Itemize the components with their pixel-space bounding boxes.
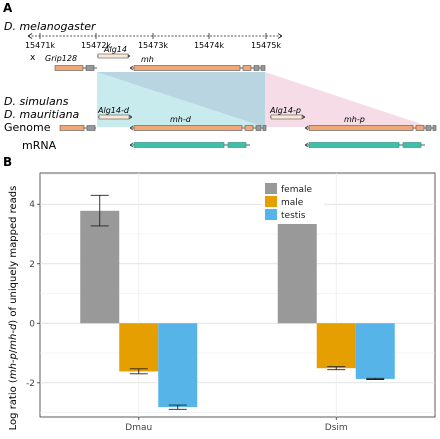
bars: [80, 199, 395, 408]
ylabel-part-1: Log ratio (: [8, 379, 19, 430]
panel-b-label: B: [3, 155, 12, 169]
ruler-label-4: 15474k: [194, 41, 224, 50]
mh-p-exon-3: [425, 125, 432, 131]
left-flank-exon-2: [86, 125, 96, 131]
x-ticks: Dmau Dsim: [125, 417, 348, 433]
mh-p-exon-1: [308, 125, 414, 131]
gene-label-grip128: Grip128: [45, 54, 77, 63]
legend: female male testis: [262, 180, 324, 224]
species-melanogaster: D. melanogaster: [4, 20, 97, 33]
gene-label-alg14-p: Alg14-p: [269, 106, 301, 115]
ylabel-part-2: mh-p: [8, 353, 19, 379]
gene-label-mh-d: mh-d: [170, 115, 192, 124]
gene-label-mh-p: mh-p: [344, 115, 365, 124]
mrna-track: mRNA: [22, 139, 425, 152]
y-tick-label: 4: [29, 200, 35, 210]
ruler-arrow-left: [27, 33, 33, 39]
y-tick-label: 0: [29, 319, 35, 329]
mh-d-exon-3: [255, 125, 262, 131]
mh-exon-4: [260, 65, 266, 71]
bar-male-dsim: [316, 323, 356, 369]
ruler-label-5: 15475k: [251, 41, 281, 50]
panel-b: B Log ratio (mh-p/mh-d) of uniquely mapp…: [3, 155, 436, 433]
panel-a: A D. melanogaster 15471k 15472k 15473k 1…: [3, 1, 437, 152]
y-tick-label: 2: [29, 260, 35, 270]
mh-d-arrow: [129, 125, 134, 131]
y-ticks: 4 2 0 -2: [26, 200, 40, 389]
scale-ruler: 15471k 15472k 15473k 15474k 15475k: [25, 33, 283, 50]
synteny-shade-pink: [265, 72, 430, 127]
genome-track: Genome Alg14-d mh-d Alg14-p mh-p: [4, 106, 437, 134]
grip128-exon-2: [85, 65, 95, 71]
ylabel-part-5: ) of uniquely mapped reads: [8, 186, 19, 324]
bar-testis-dsim: [355, 323, 395, 379]
legend-swatch-female: [265, 183, 277, 194]
grip128-exon-1: [54, 65, 84, 71]
gene-label-alg14: Alg14: [103, 45, 127, 54]
ruler-label-2: 15472k: [81, 41, 111, 50]
mh-p-mrna-exon-2: [402, 142, 422, 148]
species-simulans: D. simulans: [4, 95, 69, 108]
y-axis-title: Log ratio (mh-p/mh-d) of uniquely mapped…: [8, 186, 19, 431]
row-label-genome: Genome: [4, 121, 51, 134]
alg14-d-exon: [98, 114, 130, 120]
legend-label-male: male: [281, 198, 304, 208]
x-mark: x: [30, 53, 36, 63]
mh-exon-2: [242, 65, 252, 71]
ylabel-part-4: mh-d: [8, 323, 19, 350]
gene-label-mh: mh: [141, 55, 154, 64]
panel-a-label: A: [3, 1, 13, 15]
ruler-arrow-right: [277, 33, 283, 39]
ylabel-part-3: /: [8, 349, 19, 353]
mh-d-exon-2: [244, 125, 254, 131]
mh-d-exon-4: [262, 125, 267, 131]
species-mauritiana: D. mauritiana: [4, 108, 80, 121]
mh-d-exon-1: [133, 125, 243, 131]
legend-swatch-male: [265, 196, 277, 207]
mh-exon-1: [133, 65, 241, 71]
bar-male-dmau: [119, 323, 159, 372]
mh-p-mrna-arrow: [304, 142, 309, 148]
legend-label-testis: testis: [281, 211, 306, 221]
x-tick-label-dsim: Dsim: [325, 423, 348, 433]
legend-label-female: female: [281, 185, 312, 195]
ruler-label-1: 15471k: [25, 41, 55, 50]
melanogaster-gene-track: x Grip128 Alg14 mh: [30, 45, 266, 71]
mh-p-mrna-exon-1: [308, 142, 400, 148]
mh-p-arrow: [304, 125, 309, 131]
synteny-shade-blue: [97, 72, 265, 127]
mh-d-mrna-exon-2: [227, 142, 247, 148]
plot-area: 4 2 0 -2 Dmau Dsim female male testis: [26, 172, 436, 433]
legend-swatch-testis: [265, 209, 277, 220]
mh-p-exon-2: [415, 125, 425, 131]
mh-exon-3: [253, 65, 260, 71]
bar-female-dmau: [80, 210, 120, 324]
alg14-exon: [97, 53, 129, 59]
mh-arrow: [129, 65, 134, 71]
x-tick-label-dmau: Dmau: [125, 423, 152, 433]
left-flank-exon-1: [59, 125, 85, 131]
mh-d-mrna-arrow: [129, 142, 134, 148]
mh-p-exon-4: [432, 125, 437, 131]
row-label-mrna: mRNA: [22, 139, 57, 152]
alg14-p-exon: [270, 114, 303, 120]
bar-testis-dmau: [158, 323, 198, 408]
gene-label-alg14-d: Alg14-d: [97, 106, 130, 115]
ruler-label-3: 15473k: [138, 41, 168, 50]
y-tick-label: -2: [26, 379, 35, 389]
mh-d-mrna-exon-1: [133, 142, 225, 148]
